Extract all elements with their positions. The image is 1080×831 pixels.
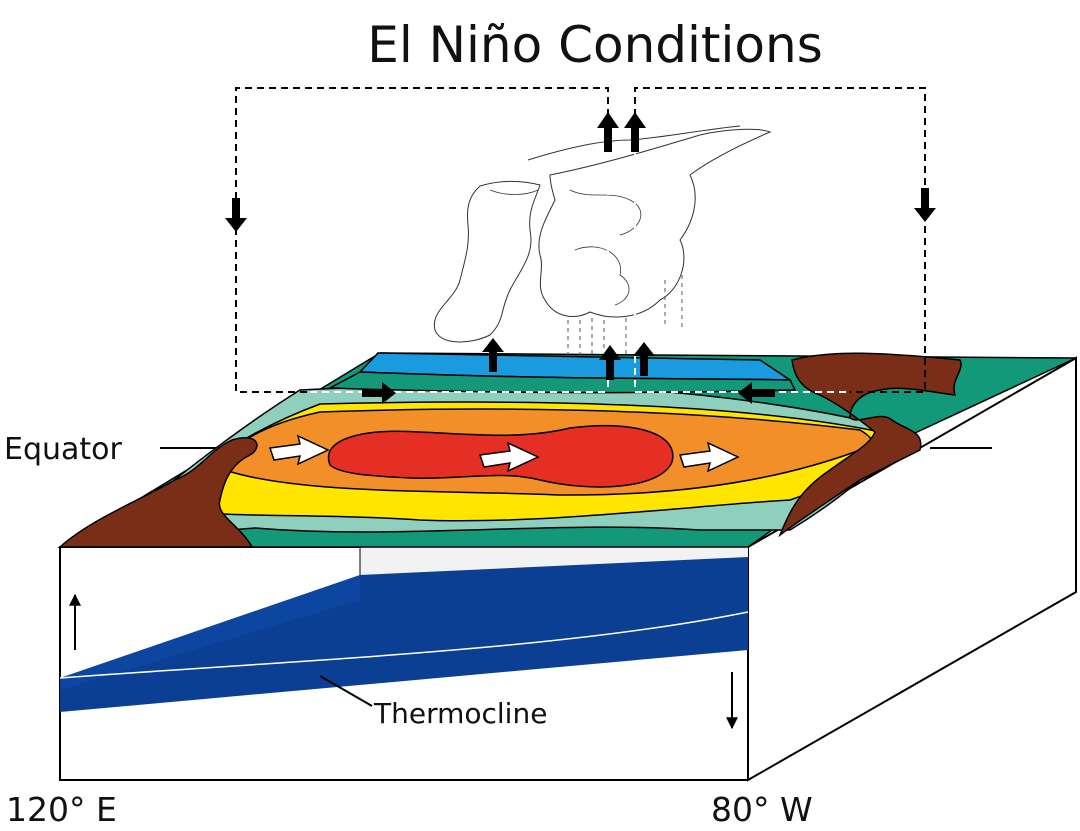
land-west [58, 437, 258, 548]
thermocline-line [59, 611, 749, 679]
sea-surface [57, 352, 1077, 548]
land [58, 352, 962, 548]
arrow-down-icon [225, 198, 247, 232]
arrow-left-icon [738, 382, 775, 404]
arrow-right-icon [269, 434, 330, 466]
circulation-east [634, 87, 926, 393]
arrow-down-icon [914, 188, 936, 222]
diagram-title: El Niño Conditions [367, 16, 823, 74]
thermocline-pointer [319, 675, 373, 707]
arrow-right-icon [479, 441, 540, 473]
arrow-up-icon [599, 345, 621, 380]
equator-label: Equator [4, 432, 122, 467]
cloud-icon [433, 125, 772, 343]
surface-currents [269, 434, 740, 473]
surface-teal-strip [327, 371, 797, 394]
arrow-up-icon [482, 338, 504, 372]
ocean-block [59, 356, 1077, 782]
block-right-face [747, 356, 1077, 782]
arrow-up-icon [633, 342, 655, 376]
arrow-right-icon [362, 382, 396, 404]
thermocline-layer [60, 557, 748, 712]
land-east [778, 352, 962, 538]
walker-circulation [235, 87, 926, 393]
east-longitude-label: 80° W [711, 790, 813, 829]
thermocline-label: Thermocline [374, 697, 548, 730]
arrow-up-icon [624, 112, 646, 152]
west-longitude-label: 120° E [6, 790, 117, 829]
arrow-right-icon [679, 441, 740, 473]
rain [567, 275, 683, 358]
circulation-west [235, 87, 609, 393]
arrow-up-icon [597, 112, 619, 152]
flow-arrows [225, 112, 936, 404]
